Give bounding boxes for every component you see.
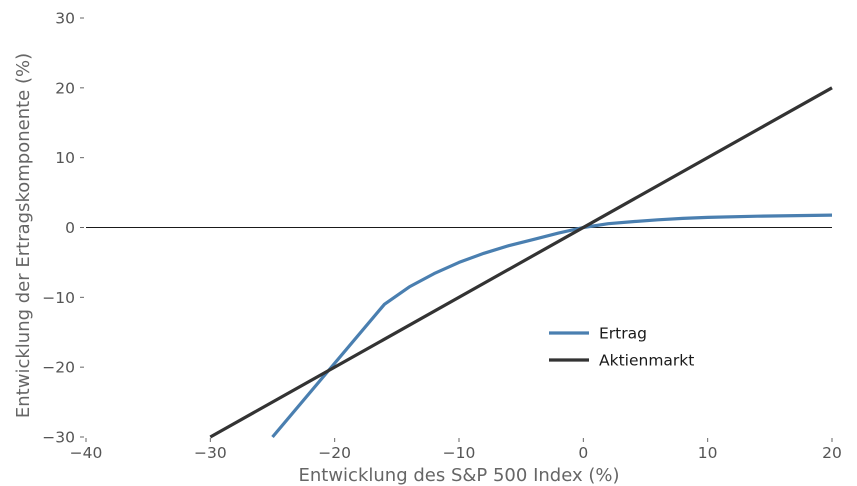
- x-axis: −40 −30 −20 −10 0 10 20: [70, 438, 842, 462]
- x-tick-label: 20: [822, 444, 842, 462]
- y-tick-label: 20: [55, 79, 75, 97]
- y-tick-label: −20: [42, 359, 75, 377]
- y-tick-label: 0: [65, 219, 75, 237]
- y-tick-label: −30: [42, 429, 75, 447]
- series-layer: [209, 86, 833, 439]
- x-tick-label: 0: [578, 444, 588, 462]
- x-tick-label: −10: [443, 444, 476, 462]
- legend: Ertrag Aktienmarkt: [549, 325, 694, 370]
- legend-label-aktienmarkt: Aktienmarkt: [599, 352, 694, 370]
- x-tick-label: −40: [70, 444, 103, 462]
- x-tick-label: −30: [194, 444, 227, 462]
- y-tick-label: 10: [55, 149, 75, 167]
- series-line-aktienmarkt: [209, 86, 833, 439]
- x-tick-label: 10: [698, 444, 718, 462]
- series-line-ertrag: [271, 213, 833, 439]
- legend-label-ertrag: Ertrag: [599, 325, 647, 343]
- y-tick-label: 30: [55, 10, 75, 28]
- y-axis-title: Entwicklung der Ertragskomponente (%): [13, 53, 34, 418]
- x-axis-title: Entwicklung des S&P 500 Index (%): [299, 465, 620, 486]
- y-tick-label: −10: [42, 289, 75, 307]
- y-axis: −30 −20 −10 0 10 20 30: [42, 10, 84, 447]
- x-tick-label: −20: [318, 444, 351, 462]
